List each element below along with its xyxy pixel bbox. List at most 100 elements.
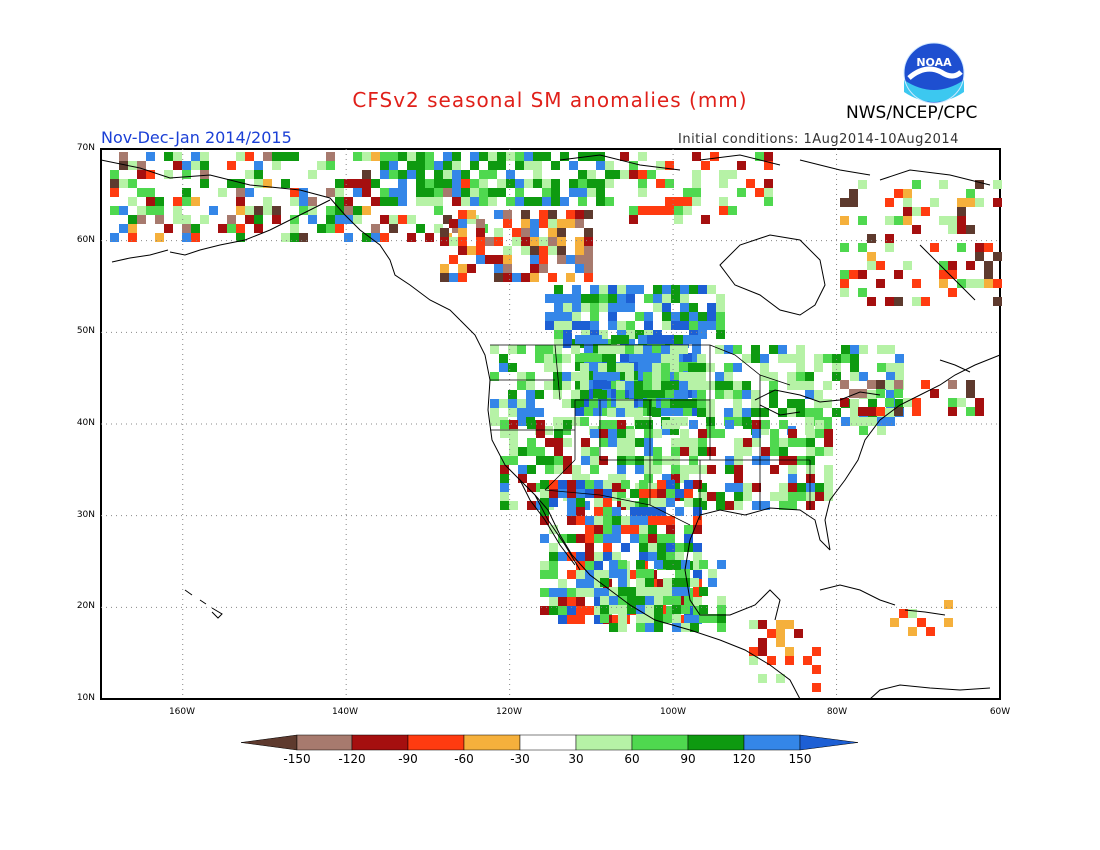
anomaly-cell bbox=[236, 152, 245, 161]
anomaly-cell bbox=[599, 456, 608, 465]
anomaly-cell bbox=[626, 447, 635, 456]
lon-label: 160W bbox=[168, 707, 196, 717]
anomaly-cell bbox=[612, 507, 621, 516]
anomaly-cell bbox=[509, 447, 518, 456]
anomaly-cell bbox=[630, 507, 639, 516]
anomaly-cell bbox=[803, 656, 812, 665]
anomaly-cell bbox=[635, 330, 644, 339]
anomaly-cell bbox=[200, 152, 209, 161]
anomaly-cell bbox=[576, 507, 585, 516]
anomaly-cell bbox=[728, 206, 737, 215]
anomaly-cell bbox=[749, 656, 758, 665]
anomaly-cell bbox=[218, 188, 227, 197]
anomaly-cell bbox=[467, 210, 476, 219]
anomaly-cell bbox=[858, 288, 867, 297]
anomaly-cell bbox=[536, 429, 545, 438]
colorbar-arrow-left bbox=[240, 734, 298, 751]
anomaly-cell bbox=[805, 381, 814, 390]
anomaly-cell bbox=[716, 303, 725, 312]
anomaly-cell bbox=[824, 483, 833, 492]
anomaly-cell bbox=[930, 243, 939, 252]
anomaly-cell bbox=[760, 426, 769, 435]
anomaly-cell bbox=[500, 420, 509, 429]
anomaly-cell bbox=[515, 188, 524, 197]
anomaly-cell bbox=[452, 224, 461, 233]
anomaly-cell bbox=[984, 279, 993, 288]
anomaly-cell bbox=[578, 197, 587, 206]
anomaly-cell bbox=[719, 179, 728, 188]
anomaly-cell bbox=[425, 152, 434, 161]
anomaly-cell bbox=[587, 179, 596, 188]
anomaly-cell bbox=[636, 596, 645, 605]
colorbar-label: -60 bbox=[454, 752, 474, 766]
anomaly-cell bbox=[614, 170, 623, 179]
anomaly-cell bbox=[585, 516, 594, 525]
anomaly-cell bbox=[625, 372, 634, 381]
anomaly-cell bbox=[680, 438, 689, 447]
anomaly-cell bbox=[603, 570, 612, 579]
anomaly-cell bbox=[707, 429, 716, 438]
anomaly-cell bbox=[644, 330, 653, 339]
anomaly-cell bbox=[644, 294, 653, 303]
anomaly-cell bbox=[877, 345, 886, 354]
anomaly-cell bbox=[353, 215, 362, 224]
anomaly-cell bbox=[608, 321, 617, 330]
anomaly-cell bbox=[119, 179, 128, 188]
anomaly-cell bbox=[524, 197, 533, 206]
anomaly-cell bbox=[584, 353, 593, 362]
anomaly-cell bbox=[675, 507, 684, 516]
anomaly-cell bbox=[788, 429, 797, 438]
anomaly-cell bbox=[688, 399, 697, 408]
anomaly-cell bbox=[182, 233, 191, 242]
anomaly-cell bbox=[733, 417, 742, 426]
anomaly-cell bbox=[858, 407, 867, 416]
anomaly-cell bbox=[562, 426, 571, 435]
anomaly-cell bbox=[921, 297, 930, 306]
anomaly-cell bbox=[636, 614, 645, 623]
anomaly-cell bbox=[590, 330, 599, 339]
anomaly-cell bbox=[671, 456, 680, 465]
anomaly-cell bbox=[824, 465, 833, 474]
anomaly-cell bbox=[594, 588, 603, 597]
anomaly-cell bbox=[443, 188, 452, 197]
anomaly-cell bbox=[672, 578, 681, 587]
anomaly-cell bbox=[236, 179, 245, 188]
anomaly-cell bbox=[461, 197, 470, 206]
anomaly-cell bbox=[527, 483, 536, 492]
anomaly-cell bbox=[290, 215, 299, 224]
anomaly-cell bbox=[200, 170, 209, 179]
anomaly-cell bbox=[605, 170, 614, 179]
anomaly-cell bbox=[761, 447, 770, 456]
anomaly-cell bbox=[644, 474, 653, 483]
anomaly-cell bbox=[548, 228, 557, 237]
anomaly-cell bbox=[553, 345, 562, 354]
anomaly-cell bbox=[653, 303, 662, 312]
anomaly-cell bbox=[824, 492, 833, 501]
anomaly-cell bbox=[540, 480, 549, 489]
anomaly-cell bbox=[672, 596, 681, 605]
anomaly-cell bbox=[533, 197, 542, 206]
initial-conditions: Initial conditions: 1Aug2014-10Aug2014 bbox=[678, 132, 959, 147]
anomaly-cell bbox=[608, 285, 617, 294]
anomaly-cell bbox=[693, 570, 702, 579]
anomaly-cell bbox=[617, 321, 626, 330]
anomaly-cell bbox=[344, 197, 353, 206]
anomaly-cell bbox=[769, 390, 778, 399]
anomaly-cell bbox=[521, 219, 530, 228]
anomaly-cell bbox=[626, 321, 635, 330]
anomaly-cell bbox=[389, 224, 398, 233]
anomaly-cell bbox=[625, 363, 634, 372]
anomaly-cell bbox=[680, 429, 689, 438]
anomaly-cell bbox=[425, 188, 434, 197]
colorbar-bin bbox=[687, 734, 745, 751]
anomaly-cell bbox=[344, 215, 353, 224]
anomaly-cell bbox=[443, 170, 452, 179]
anomaly-cell bbox=[697, 372, 706, 381]
anomaly-cell bbox=[458, 219, 467, 228]
anomaly-cell bbox=[590, 447, 599, 456]
anomaly-cell bbox=[549, 552, 558, 561]
anomaly-cell bbox=[590, 456, 599, 465]
anomaly-cell bbox=[850, 363, 859, 372]
anomaly-cell bbox=[558, 579, 567, 588]
anomaly-cell bbox=[299, 206, 308, 215]
